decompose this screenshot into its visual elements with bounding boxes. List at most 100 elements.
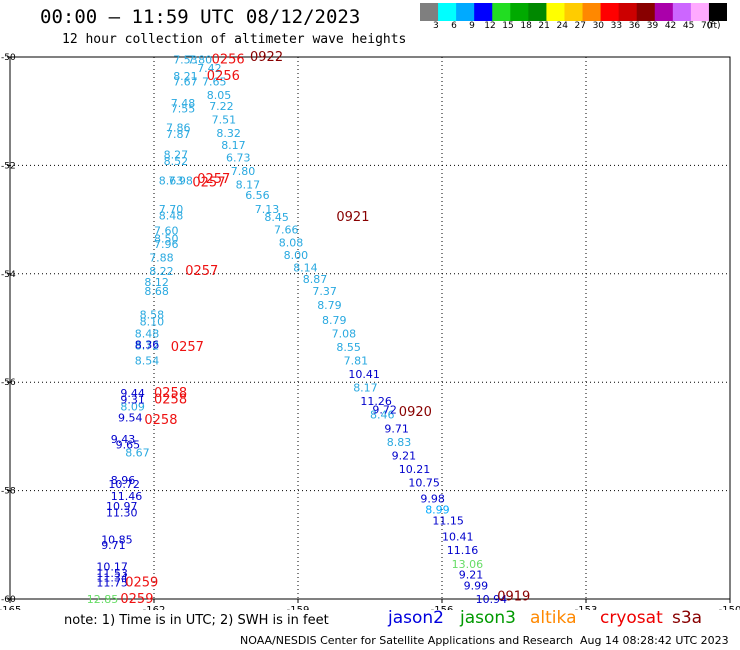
chart-subtitle: 12 hour collection of altimeter wave hei… bbox=[62, 32, 407, 47]
wave-height-label: 8.09 bbox=[120, 401, 144, 414]
legend-bin-label: 45 bbox=[682, 21, 695, 31]
time-label: 0258 bbox=[154, 393, 187, 408]
y-tick-label: -52 bbox=[1, 161, 16, 171]
wave-height-label: 7.66 bbox=[274, 223, 299, 236]
wave-height-label: 7.08 bbox=[332, 327, 357, 340]
wave-height-label: 8.79 bbox=[317, 299, 342, 312]
wave-height-label: 10.17 bbox=[96, 561, 128, 574]
wave-height-label: 7.86 bbox=[166, 122, 191, 135]
wave-height-label: 8.63 bbox=[159, 175, 184, 188]
y-tick-label: -60 bbox=[1, 595, 16, 605]
time-label: 0257 bbox=[171, 340, 204, 355]
wave-height-label: 9.65 bbox=[116, 439, 141, 452]
wave-height-label: 10.97 bbox=[106, 500, 138, 513]
wave-height-label: 8.79 bbox=[322, 314, 347, 327]
legend-swatch bbox=[618, 3, 638, 21]
wave-height-label: 11.46 bbox=[111, 490, 143, 503]
wave-height-label: 7.37 bbox=[312, 285, 337, 298]
time-label: 0256 bbox=[207, 69, 240, 84]
wave-height-label: 10.85 bbox=[101, 533, 133, 546]
legend-bin-label: 24 bbox=[556, 21, 568, 31]
wave-height-label: 9.21 bbox=[459, 569, 484, 582]
wave-height-label: 9.21 bbox=[392, 449, 417, 462]
legend-bin-label: 30 bbox=[592, 21, 605, 31]
wave-height-label: 7.80 bbox=[231, 165, 256, 178]
wave-height-label: 9.71 bbox=[384, 422, 409, 435]
wave-height-label: 8.22 bbox=[149, 265, 174, 278]
satellite-jason3: jason3 bbox=[460, 608, 516, 628]
wave-height-label: 7.51 bbox=[212, 113, 237, 126]
x-tick-label: -165 bbox=[0, 605, 21, 610]
wave-height-label: 8.00 bbox=[284, 249, 309, 262]
legend-swatch bbox=[420, 3, 439, 21]
wave-height-label: 8.83 bbox=[387, 436, 412, 449]
wave-height-plot: -165 -162 -159 -156 -153 -150 -50 -52 -54 -56 -58 -… bbox=[0, 50, 740, 610]
wave-height-label: 8.17 bbox=[221, 139, 246, 152]
wave-height-label: 8.27 bbox=[164, 149, 189, 162]
wave-height-label: 8.50 bbox=[154, 233, 179, 246]
wave-height-label: 8.21 bbox=[173, 70, 198, 83]
wave-height-label: 11.15 bbox=[432, 514, 464, 527]
wave-height-label: 7.70 bbox=[159, 203, 184, 216]
legend-bin-label: 27 bbox=[574, 21, 586, 31]
wave-height-label: 7.65 bbox=[202, 75, 227, 88]
time-label: 0919 bbox=[497, 589, 530, 604]
wave-height-label: 11.16 bbox=[447, 544, 479, 557]
wave-height-label: 8.45 bbox=[264, 211, 289, 224]
wave-height-label: 7.22 bbox=[209, 100, 234, 113]
wave-height-label: 11.75 bbox=[96, 577, 128, 590]
legend-bin-label: 36 bbox=[628, 21, 641, 31]
wave-height-label: 8.36 bbox=[135, 338, 160, 351]
legend-swatch bbox=[510, 3, 529, 21]
legend-bin-label: 21 bbox=[538, 21, 550, 31]
wave-height-label: 10.21 bbox=[399, 463, 431, 476]
y-tick-label: -50 bbox=[1, 53, 16, 63]
legend-bin-label: 9 bbox=[469, 21, 475, 31]
legend-bin-label: 42 bbox=[664, 21, 677, 31]
legend-swatch bbox=[456, 3, 475, 21]
wave-height-label: 7.80 bbox=[188, 54, 213, 67]
wave-height-label: 8.17 bbox=[353, 382, 378, 395]
wave-height-label: 8.54 bbox=[135, 355, 160, 368]
wave-height-label: 6.56 bbox=[245, 189, 270, 202]
legend-swatch bbox=[438, 3, 457, 21]
legend-bin-label: 18 bbox=[520, 21, 532, 31]
wave-height-label: 10.41 bbox=[442, 531, 474, 544]
legend-swatch bbox=[546, 3, 565, 21]
wave-height-label: 10.75 bbox=[408, 477, 440, 490]
legend-swatch bbox=[636, 3, 656, 21]
satellite-cryosat: cryosat bbox=[600, 608, 663, 628]
wave-height-label: 8.87 bbox=[303, 273, 328, 286]
color-legend bbox=[420, 3, 727, 21]
wave-height-label: 10.72 bbox=[108, 478, 139, 491]
satellite-altika: altika bbox=[530, 608, 577, 628]
wave-height-label: 8.68 bbox=[144, 285, 169, 298]
wave-height-label: 8.58 bbox=[140, 308, 165, 321]
wave-height-label: 8.67 bbox=[125, 447, 150, 460]
legend-bin-label: 70 bbox=[700, 21, 713, 31]
time-label: 0257 bbox=[197, 172, 230, 187]
wave-height-label: 9.99 bbox=[464, 579, 489, 592]
wave-height-label: 8.32 bbox=[216, 127, 241, 140]
legend-swatch bbox=[690, 3, 710, 21]
legend-bin-label: 15 bbox=[502, 21, 514, 31]
y-tick-label: -58 bbox=[1, 487, 16, 497]
wave-height-label: 8.99 bbox=[425, 504, 450, 517]
wave-height-label: 9.71 bbox=[101, 539, 126, 552]
wave-height-label: 10.94 bbox=[476, 593, 508, 606]
time-label: 0259 bbox=[125, 576, 158, 591]
wave-height-label: 6.73 bbox=[226, 151, 251, 164]
time-label: 0259 bbox=[120, 592, 153, 607]
x-tick-label: -153 bbox=[575, 605, 598, 610]
legend-swatch bbox=[492, 3, 511, 21]
legend-bin-label: 6 bbox=[451, 21, 457, 31]
time-label: 0922 bbox=[250, 50, 283, 65]
plot-frame bbox=[9, 56, 731, 600]
wave-height-label: 7.48 bbox=[171, 97, 196, 110]
wave-height-label: 7.81 bbox=[344, 355, 369, 368]
legend-unit: (ft) bbox=[707, 21, 721, 31]
wave-height-label: 8.48 bbox=[135, 327, 160, 340]
wave-height-label: 8.08 bbox=[279, 236, 304, 249]
wave-height-label: 8.96 bbox=[111, 474, 136, 487]
legend-swatch bbox=[708, 3, 727, 21]
